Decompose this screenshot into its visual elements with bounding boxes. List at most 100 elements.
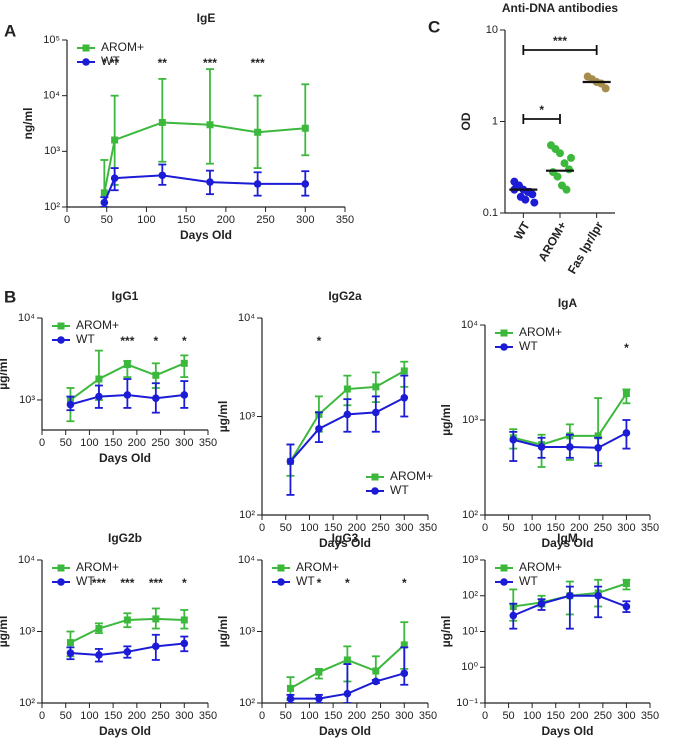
marker [622,429,631,437]
marker [566,591,574,600]
y-tick-label: 10⁰ [461,661,478,673]
marker [301,180,310,188]
y-tick-label: 0.1 [483,207,498,219]
marker [566,443,574,451]
chart-panel: 10² 10³ 10⁴ IgG2a µg/ml 0 50 100 150 200 250 300 350… [216,289,437,550]
x-tick-label: 0 [39,710,45,722]
y-axis-label: ng/ml [21,108,35,140]
x-tick-label: 0 [482,522,488,534]
y-tick-label: 10¹ [462,625,478,637]
significance: *** [120,334,134,348]
y-tick-label: 10 [486,24,498,36]
marker [152,371,160,379]
marker [400,393,409,402]
marker [594,591,602,600]
significance: * [539,103,544,117]
chart-panel: 10⁻¹ 10⁰ 10¹ 10² 10³ IgM µg/ml 0 50 100 150 200 250 3… [439,531,659,738]
plot-area [286,360,409,496]
x-tick-label: 100 [523,522,541,534]
series-line [103,174,306,203]
marker [123,616,131,624]
significance: *** [149,576,163,590]
bracket [522,114,561,124]
significance: * [153,334,158,348]
marker [277,564,285,572]
marker [509,611,518,620]
panel-label: B [4,287,16,306]
x-tick-label: 50 [280,522,292,534]
plot-area [66,607,189,663]
x-tick-label: 200 [570,522,588,534]
marker [400,669,409,678]
x-tick-label: 250 [151,710,169,722]
y-tick-label: 10³ [44,145,60,157]
x-tick-label: 0 [259,522,265,534]
x-tick-label: 200 [570,710,588,722]
marker [343,656,351,664]
marker [158,118,166,126]
marker [594,443,602,452]
x-tick-label: 150 [547,710,565,722]
y-tick-label: 10² [239,697,255,709]
y-axis-label: µg/ml [0,616,10,648]
marker [315,694,323,703]
point [553,172,562,181]
error-bar [205,68,214,165]
significance: ** [110,56,120,70]
marker [315,668,323,676]
y-tick-label: 10³ [462,414,478,426]
significance: *** [203,56,217,70]
marker [253,180,262,188]
marker [111,136,119,144]
y-tick-label: 10² [239,509,255,521]
marker [500,343,508,351]
marker [343,385,351,393]
x-tick-label: 300 [175,710,193,722]
x-tick-label: 350 [199,710,217,722]
y-tick-label: 10² [19,697,35,709]
legend-label: AROM+ [519,560,562,574]
marker [66,639,74,647]
marker [123,391,132,399]
marker [95,625,103,633]
legend-label: AROM+ [390,469,433,483]
chart-panel: 10² 10³ 10⁴ IgG3 µg/ml 0 50 100 150 200 250 300 350 D… [216,531,437,738]
y-tick-label: 10⁴ [18,312,35,324]
x-tick-label: 0 [259,710,265,722]
x-tick-label: 100 [137,214,155,226]
x-tick-label: 150 [324,710,342,722]
chart-title: IgE [197,11,216,25]
x-tick-label: 50 [502,710,514,722]
significance: * [182,576,187,590]
legend-label: AROM+ [296,560,339,574]
y-tick-label: 10² [462,590,478,602]
y-tick-label: 10² [44,201,60,213]
x-tick-label: 50 [280,710,292,722]
x-tick-label: 300 [175,437,193,449]
y-tick-label: 10³ [462,554,478,566]
x-axis-label: Days Old [99,724,151,738]
x-tick-label: 150 [104,710,122,722]
x-axis-label: Days Old [541,536,593,550]
error-bar [400,646,409,686]
marker [95,375,103,383]
x-tick-label: 50 [101,214,113,226]
chart-title: IgG2a [328,289,362,303]
x-tick-label: 100 [80,437,98,449]
y-tick-label: 1 [492,115,498,127]
y-tick-label: 10⁴ [238,312,255,324]
plot-area [100,68,310,207]
plot-area [66,349,189,423]
significance: *** [251,56,265,70]
marker [152,642,160,651]
legend-label: AROM+ [101,40,144,54]
y-axis-label: OD [459,112,473,130]
x-tick-label: WT [511,219,533,243]
x-tick-label: 300 [395,710,413,722]
marker [286,684,294,692]
marker [66,400,75,409]
marker [180,359,188,367]
point [556,149,564,158]
marker [57,336,65,344]
